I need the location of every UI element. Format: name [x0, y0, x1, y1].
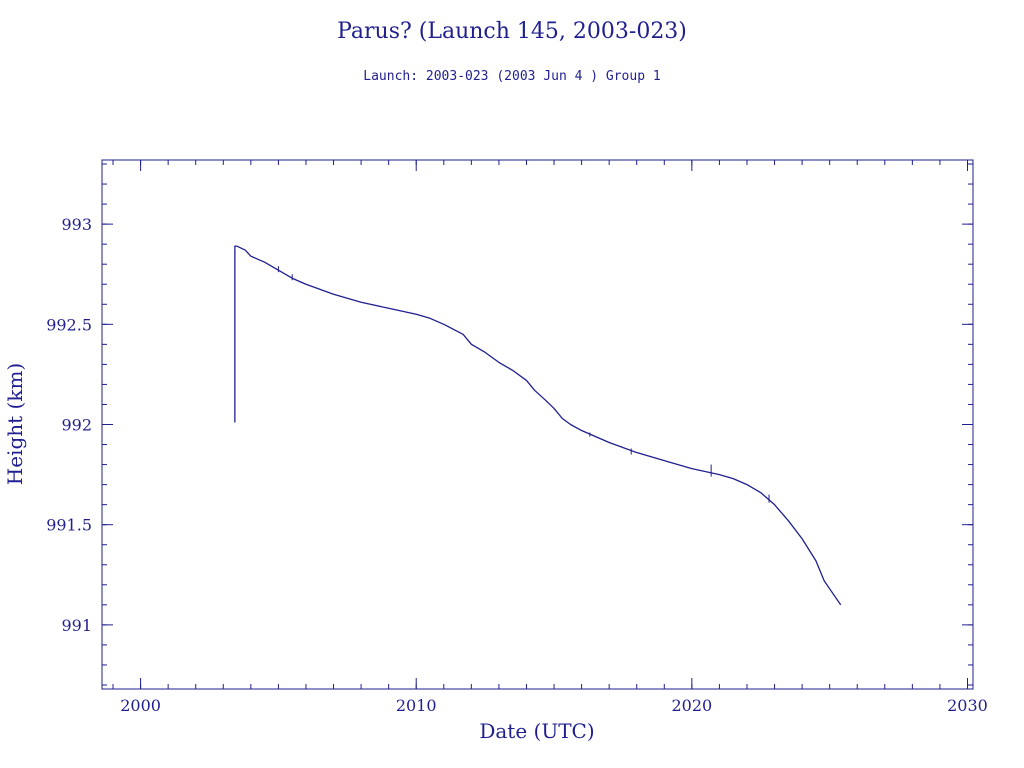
minor-ticks: [102, 160, 973, 689]
y-tick-label: 992: [61, 416, 92, 435]
plot-frame: [101, 159, 974, 690]
y-tick-label: 991.5: [46, 516, 92, 535]
chart-title: Parus? (Launch 145, 2003-023): [337, 19, 687, 44]
chart-subtitle: Launch: 2003-023 (2003 Jun 4 ) Group 1: [363, 69, 660, 84]
x-tick-label: 2010: [396, 696, 437, 715]
y-tick-label: 991: [61, 616, 92, 635]
x-tick-label: 2000: [120, 696, 161, 715]
series-line-height: [234, 245, 842, 606]
x-tick-label: 2020: [671, 696, 712, 715]
y-tick-labels: 991 991.5 992 992.5 993: [46, 215, 92, 635]
x-tick-labels: 2000 2010 2020 2030: [120, 696, 988, 715]
y-tick-label: 993: [61, 215, 92, 234]
x-tick-label: 2030: [947, 696, 988, 715]
x-axis-label: Date (UTC): [479, 719, 594, 743]
y-axis-label: Height (km): [3, 363, 27, 485]
y-tick-label: 992.5: [46, 315, 92, 334]
measurement-spikes: [277, 266, 770, 503]
major-ticks: [102, 160, 973, 689]
